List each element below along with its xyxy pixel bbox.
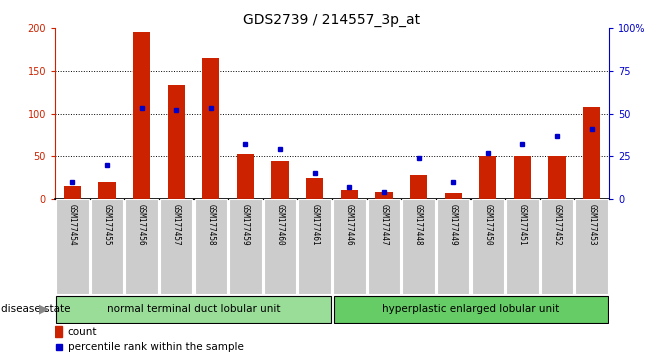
Text: GSM177456: GSM177456 [137, 204, 146, 245]
Bar [548, 156, 566, 199]
Bar [437, 199, 469, 294]
Text: GSM177460: GSM177460 [275, 204, 284, 245]
Bar [410, 175, 427, 199]
Text: percentile rank within the sample: percentile rank within the sample [68, 342, 243, 352]
Bar [402, 199, 435, 294]
Text: ▶: ▶ [39, 303, 48, 315]
Bar [56, 199, 89, 294]
Bar [479, 156, 497, 199]
Text: GSM177453: GSM177453 [587, 204, 596, 245]
Text: disease state: disease state [1, 304, 71, 314]
Text: GSM177458: GSM177458 [206, 204, 215, 245]
Text: GSM177451: GSM177451 [518, 204, 527, 245]
Bar [237, 154, 254, 199]
Bar [514, 156, 531, 199]
Text: GSM177448: GSM177448 [414, 204, 423, 245]
Bar [575, 199, 608, 294]
Text: GSM177455: GSM177455 [102, 204, 111, 245]
Bar [195, 199, 227, 294]
Bar [229, 199, 262, 294]
Bar [375, 192, 393, 199]
Text: count: count [68, 327, 97, 337]
Bar [340, 190, 358, 199]
Bar [55, 326, 62, 337]
Title: GDS2739 / 214557_3p_at: GDS2739 / 214557_3p_at [243, 13, 421, 27]
Bar [471, 199, 504, 294]
Text: GSM177461: GSM177461 [310, 204, 319, 245]
Bar [264, 199, 296, 294]
Bar [541, 199, 574, 294]
Bar [64, 186, 81, 199]
Bar [56, 296, 331, 322]
Bar [167, 85, 185, 199]
Text: hyperplastic enlarged lobular unit: hyperplastic enlarged lobular unit [382, 304, 559, 314]
Bar [583, 107, 600, 199]
Bar [333, 199, 366, 294]
Text: normal terminal duct lobular unit: normal terminal duct lobular unit [107, 304, 280, 314]
Text: GSM177459: GSM177459 [241, 204, 250, 245]
Bar [298, 199, 331, 294]
Text: GSM177454: GSM177454 [68, 204, 77, 245]
Text: GSM177447: GSM177447 [380, 204, 389, 245]
Text: GSM177457: GSM177457 [172, 204, 181, 245]
Bar [133, 32, 150, 199]
Text: GSM177450: GSM177450 [483, 204, 492, 245]
Bar [98, 182, 116, 199]
Bar [506, 199, 539, 294]
Text: GSM177449: GSM177449 [449, 204, 458, 245]
Bar [445, 193, 462, 199]
Bar [90, 199, 123, 294]
Bar [202, 58, 219, 199]
Bar [306, 178, 324, 199]
Text: GSM177446: GSM177446 [345, 204, 353, 245]
Bar [334, 296, 608, 322]
Bar [160, 199, 193, 294]
Bar [271, 160, 289, 199]
Text: GSM177452: GSM177452 [553, 204, 562, 245]
Bar [368, 199, 400, 294]
Bar [125, 199, 158, 294]
